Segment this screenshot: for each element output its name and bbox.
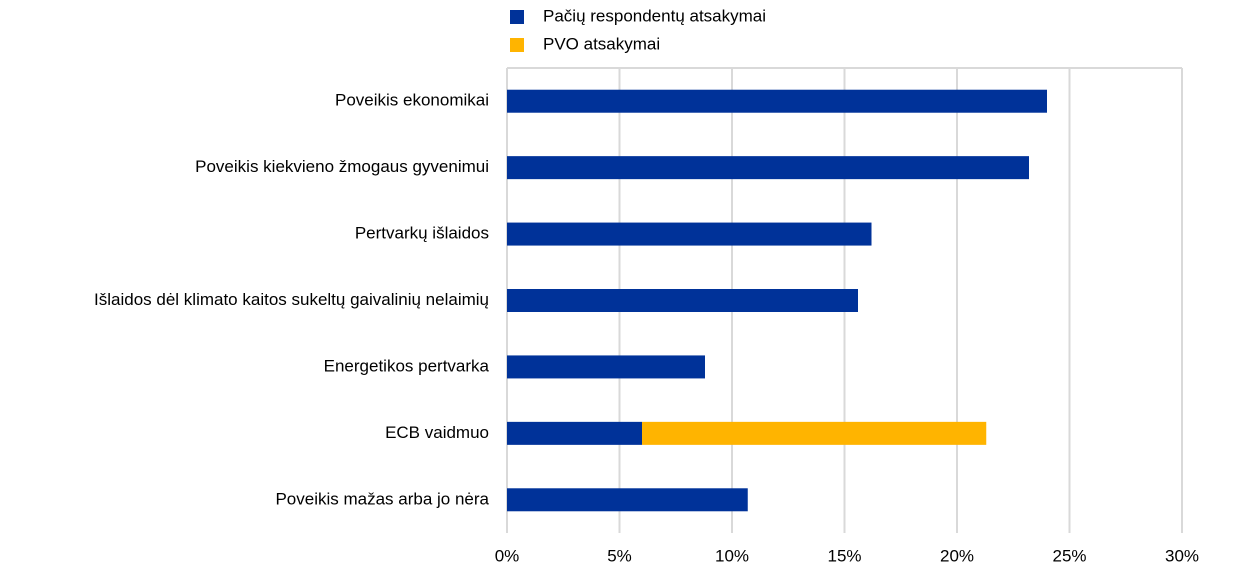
x-tick-label: 15% [827, 546, 861, 565]
bar [507, 222, 872, 246]
x-tick-label: 0% [495, 546, 520, 565]
x-tick-label: 10% [715, 546, 749, 565]
x-tick-label: 20% [940, 546, 974, 565]
bar [642, 421, 987, 445]
y-tick-label: Poveikis kiekvieno žmogaus gyvenimui [195, 157, 489, 176]
x-tick-label: 25% [1052, 546, 1086, 565]
legend-swatch [510, 10, 524, 24]
bar [507, 156, 1029, 180]
y-tick-label: ECB vaidmuo [385, 423, 489, 442]
bar [507, 289, 858, 312]
y-tick-label: Energetikos pertvarka [324, 356, 490, 375]
y-tick-label: Poveikis mažas arba jo nėra [275, 489, 489, 508]
y-tick-label: Poveikis ekonomikai [335, 91, 489, 110]
legend-label: PVO atsakymai [543, 34, 660, 53]
bar [507, 421, 642, 445]
bar [507, 355, 705, 379]
x-tick-label: 5% [607, 546, 632, 565]
bar [507, 89, 1047, 113]
x-tick-label: 30% [1165, 546, 1199, 565]
legend-swatch [510, 38, 524, 52]
bar [507, 488, 748, 512]
y-tick-label: Pertvarkų išlaidos [355, 224, 489, 243]
y-tick-label: Išlaidos dėl klimato kaitos sukeltų gaiv… [94, 290, 489, 309]
legend-label: Pačių respondentų atsakymai [543, 6, 766, 25]
